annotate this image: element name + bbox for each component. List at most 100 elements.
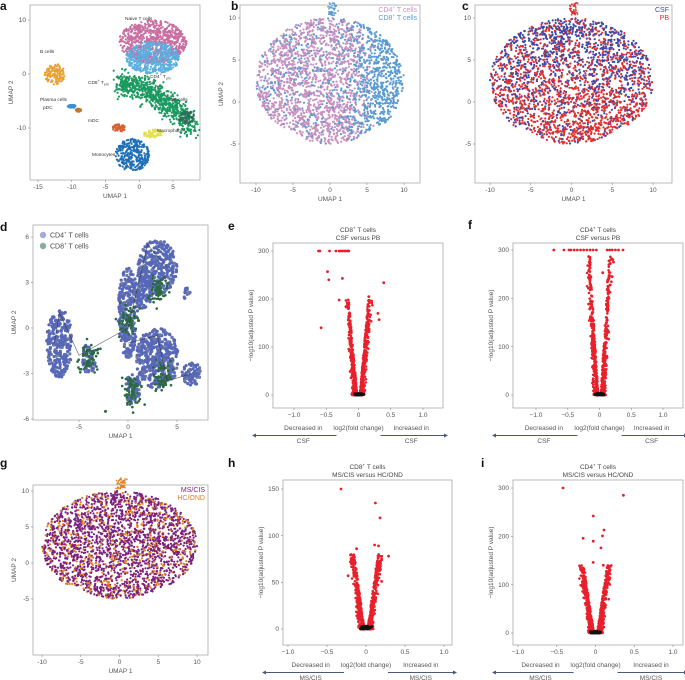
cluster-point bbox=[135, 165, 138, 168]
cluster-point bbox=[137, 149, 140, 152]
cell-point bbox=[326, 93, 329, 96]
cell-point bbox=[288, 125, 291, 128]
cluster-point bbox=[127, 142, 130, 145]
cell-point bbox=[389, 115, 392, 118]
cell-point bbox=[331, 68, 334, 71]
cell-point bbox=[344, 35, 347, 38]
cluster-point bbox=[128, 55, 131, 58]
cell-point bbox=[298, 58, 301, 61]
cluster-point bbox=[150, 29, 153, 32]
cell-point bbox=[348, 118, 351, 121]
cluster-point bbox=[139, 58, 143, 61]
cluster-point bbox=[127, 78, 130, 82]
cluster-point bbox=[138, 57, 141, 60]
cell-point bbox=[256, 82, 259, 85]
cell-point bbox=[322, 74, 325, 78]
cell-point bbox=[367, 119, 370, 122]
cluster-point bbox=[143, 22, 147, 25]
cell-point bbox=[354, 73, 357, 76]
cluster-point bbox=[123, 95, 126, 98]
cell-point bbox=[355, 72, 358, 75]
x-tick-label: -15 bbox=[33, 184, 43, 191]
cluster-point bbox=[172, 25, 175, 28]
cell-point bbox=[320, 48, 323, 51]
cell-point bbox=[294, 108, 297, 111]
cell-point bbox=[321, 29, 325, 32]
cluster-point bbox=[144, 26, 147, 30]
cluster-point bbox=[195, 122, 198, 125]
cell-point bbox=[374, 105, 377, 108]
cell-point bbox=[397, 68, 400, 71]
cell-point bbox=[349, 101, 352, 104]
cell-point bbox=[256, 74, 259, 77]
cell-point bbox=[276, 118, 279, 121]
cell-point bbox=[315, 49, 318, 52]
cluster-point bbox=[134, 88, 137, 91]
cell-point bbox=[338, 121, 341, 125]
cell-point bbox=[385, 88, 388, 91]
cluster-label-sub: cm bbox=[166, 77, 171, 81]
cell-point bbox=[282, 105, 285, 108]
cell-point bbox=[353, 52, 356, 55]
cluster-point bbox=[166, 52, 169, 55]
cluster-point bbox=[175, 57, 178, 60]
cell-point bbox=[376, 56, 379, 59]
cell-point bbox=[374, 87, 377, 90]
cell-point bbox=[319, 106, 322, 109]
cell-point bbox=[327, 140, 331, 144]
cluster-point bbox=[55, 79, 58, 82]
cluster-point bbox=[165, 111, 168, 114]
cluster-point bbox=[148, 100, 151, 103]
cluster-point bbox=[129, 62, 132, 65]
cell-point bbox=[343, 127, 346, 130]
cluster-point bbox=[166, 64, 169, 67]
cell-point bbox=[342, 96, 345, 99]
cell-point bbox=[319, 54, 322, 57]
cell-point bbox=[283, 126, 286, 129]
cluster-point bbox=[188, 116, 191, 119]
cluster-point bbox=[144, 162, 147, 165]
cluster-point bbox=[173, 47, 176, 50]
cluster-point bbox=[131, 96, 134, 99]
cell-point bbox=[385, 40, 388, 44]
cell-point bbox=[327, 99, 330, 102]
cluster-point bbox=[130, 62, 134, 65]
cell-point bbox=[384, 102, 387, 105]
cell-point bbox=[258, 86, 261, 89]
cluster-point bbox=[175, 49, 178, 52]
cluster-point bbox=[145, 84, 148, 87]
cell-point bbox=[292, 59, 295, 62]
cluster-label-main: CD4 bbox=[150, 74, 160, 80]
cell-point bbox=[359, 82, 362, 85]
cell-point bbox=[380, 44, 383, 48]
cluster-point bbox=[149, 41, 152, 44]
cluster-point bbox=[169, 54, 172, 57]
cell-point bbox=[385, 77, 388, 80]
cell-point bbox=[372, 79, 375, 82]
cell-point bbox=[339, 68, 342, 71]
cluster-point bbox=[143, 49, 146, 52]
cell-point bbox=[373, 85, 376, 88]
cluster-point bbox=[141, 76, 144, 79]
cluster-point bbox=[52, 83, 55, 86]
cell-point bbox=[336, 92, 339, 95]
cell-point bbox=[358, 111, 361, 114]
cluster-point bbox=[134, 68, 137, 71]
cell-point bbox=[324, 82, 327, 85]
cell-point bbox=[315, 24, 318, 27]
cell-point bbox=[362, 58, 366, 61]
cluster-point bbox=[141, 103, 144, 106]
cell-point bbox=[274, 120, 277, 123]
cluster-point bbox=[152, 95, 155, 98]
cluster-point bbox=[158, 30, 161, 34]
cluster-point bbox=[185, 119, 188, 122]
cell-point bbox=[345, 109, 348, 112]
cell-point bbox=[354, 132, 357, 135]
cell-point bbox=[322, 78, 326, 81]
cell-point bbox=[300, 37, 303, 40]
cluster-point bbox=[176, 94, 179, 97]
cluster-point bbox=[139, 97, 142, 100]
cluster-point bbox=[147, 153, 150, 156]
cluster-point bbox=[112, 69, 115, 72]
